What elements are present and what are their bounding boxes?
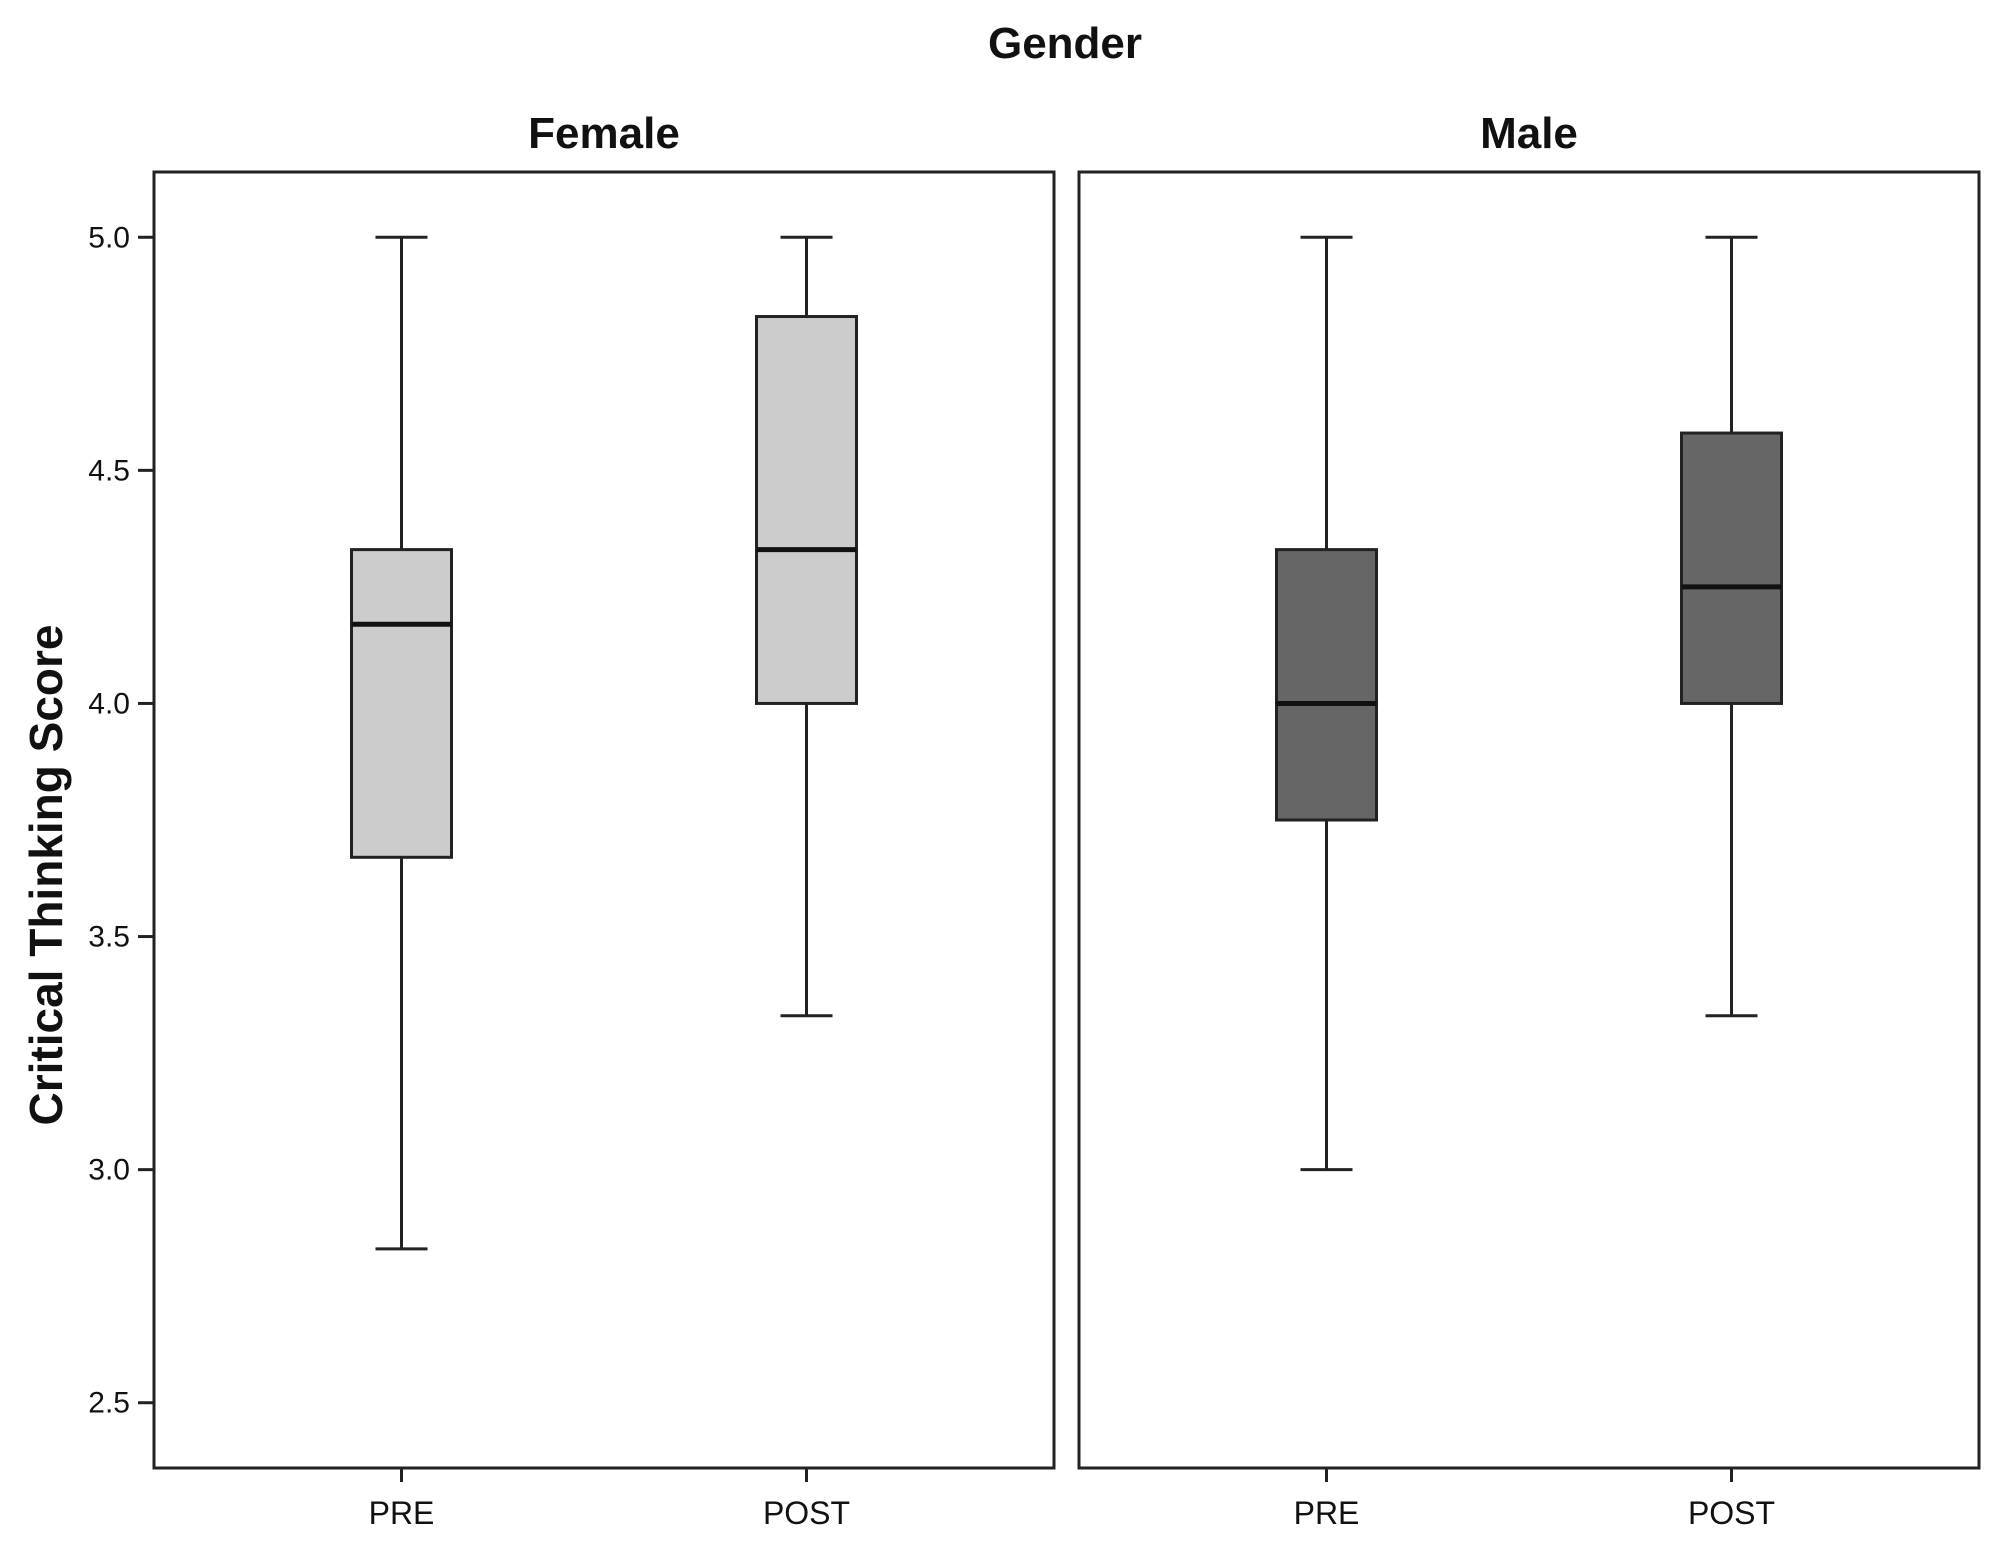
y-tick-label: 4.5 — [88, 454, 130, 487]
box-male-post — [1680, 235, 1783, 1018]
x-category-label: PRE — [1294, 1495, 1360, 1531]
panel-female: Female 2.5 3.0 3.5 4.0 4.5 5.0 PRE POST — [88, 109, 1056, 1531]
box-female-pre — [350, 235, 453, 1251]
y-axis-title: Critical Thinking Score — [20, 625, 72, 1126]
box-male-pre — [1275, 235, 1378, 1172]
panel-frame — [152, 170, 1056, 1470]
panel-frame — [1077, 170, 1981, 1470]
x-category-label: POST — [763, 1495, 850, 1531]
y-tick-label: 5.0 — [88, 221, 130, 254]
iqr-box — [350, 548, 453, 859]
y-tick-label: 3.0 — [88, 1154, 130, 1187]
iqr-box — [755, 315, 858, 705]
iqr-box — [1275, 548, 1378, 822]
iqr-box — [1680, 431, 1783, 705]
y-tick-label: 4.0 — [88, 687, 130, 720]
y-tick-label: 3.5 — [88, 921, 130, 954]
panels: Female 2.5 3.0 3.5 4.0 4.5 5.0 PRE POST Male PRE PO… — [88, 109, 1981, 1531]
panel-male: Male PRE POST — [1077, 109, 1981, 1531]
panel-title: Male — [1480, 109, 1578, 158]
box-female-post — [755, 235, 858, 1018]
y-tick-label: 2.5 — [88, 1387, 130, 1420]
x-category-label: PRE — [369, 1495, 435, 1531]
panel-title: Female — [528, 109, 680, 158]
x-category-label: POST — [1688, 1495, 1775, 1531]
chart-title: Gender — [988, 19, 1142, 68]
